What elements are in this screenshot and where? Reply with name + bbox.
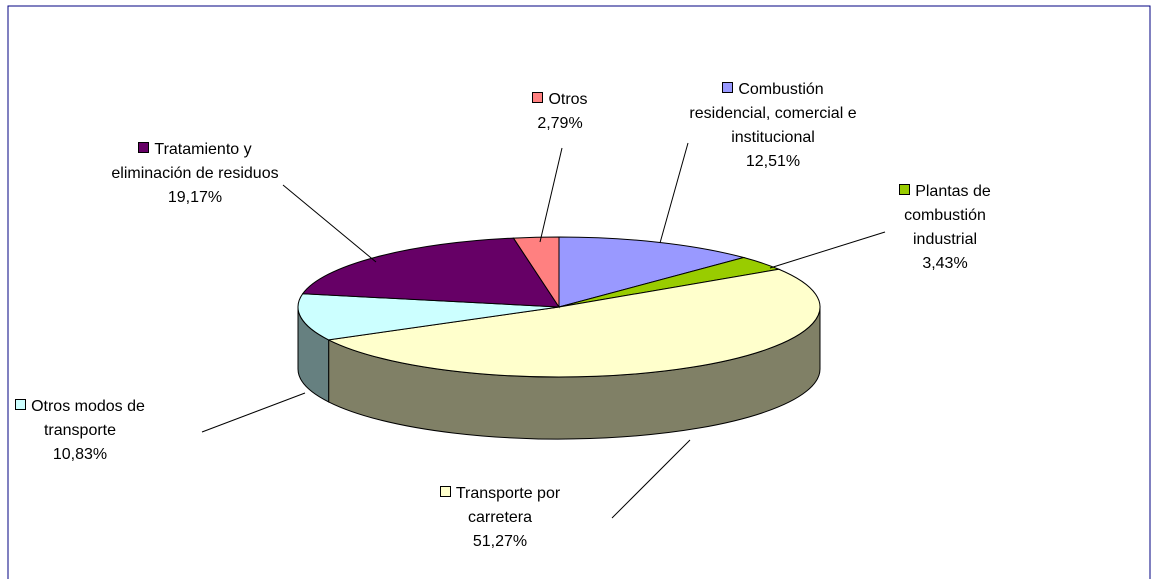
leader-line (659, 142, 689, 244)
legend-swatch (899, 184, 911, 195)
chart-frame (7, 5, 1151, 579)
value-label: 19,17% (167, 189, 223, 206)
legend-swatch (439, 486, 451, 497)
legend-swatch (15, 399, 27, 410)
legend-swatch (722, 82, 734, 93)
slice-label: Combustión residencial, comercial e inst… (688, 78, 858, 174)
slice (326, 268, 821, 378)
slice (512, 236, 560, 309)
category-label: Otros modos de transporte (31, 398, 145, 439)
slice-label: Otros 2,79% (505, 88, 615, 136)
leader-line (539, 147, 563, 243)
leader-line (282, 184, 377, 263)
legend-swatch (532, 92, 544, 103)
leader-line (611, 439, 691, 519)
legend-swatch (138, 142, 150, 153)
leader-line (769, 231, 886, 269)
value-label: 3,43% (922, 255, 968, 272)
slice-label: Transporte por carretera 51,27% (410, 482, 590, 554)
slice-label: Plantas de combustión industrial 3,43% (875, 180, 1015, 276)
category-label: Combustión residencial, comercial e inst… (689, 81, 857, 146)
category-label: Transporte por carretera (455, 485, 561, 526)
category-label: Tratamiento y eliminación de residuos (111, 141, 279, 182)
value-label: 12,51% (745, 153, 801, 170)
slice-label: Tratamiento y eliminación de residuos 19,… (105, 138, 285, 210)
category-label: Otros (548, 91, 588, 108)
leader-line (201, 392, 306, 433)
slice (301, 237, 560, 308)
value-label: 51,27% (472, 533, 528, 550)
slice (558, 236, 746, 308)
value-label: 2,79% (537, 115, 583, 132)
value-label: 10,83% (52, 446, 108, 463)
category-label: Plantas de combustión industrial (904, 183, 991, 248)
slice-label: Otros modos de transporte 10,83% (0, 395, 160, 467)
slice (297, 293, 560, 341)
